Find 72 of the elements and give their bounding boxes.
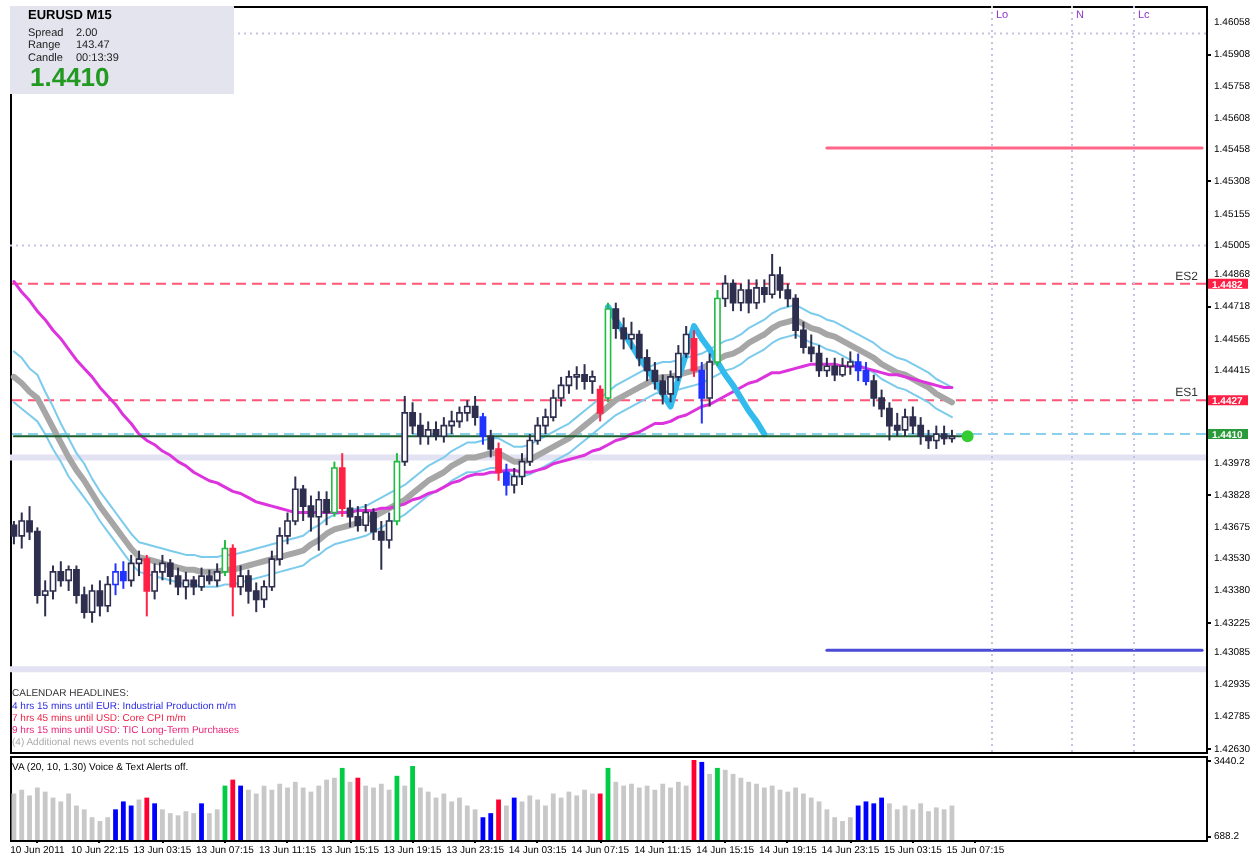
candlestick xyxy=(628,320,635,351)
candlestick xyxy=(245,568,252,605)
candlestick xyxy=(901,407,909,438)
candlestick xyxy=(893,411,901,438)
candlestick xyxy=(760,278,768,304)
candlestick xyxy=(596,384,604,423)
candlestick xyxy=(573,365,581,391)
candlestick xyxy=(909,405,917,436)
candlestick xyxy=(823,356,831,378)
candlestick xyxy=(315,490,323,552)
candlestick xyxy=(479,411,487,446)
candlestick xyxy=(846,350,854,376)
candlestick xyxy=(831,356,839,383)
candlestick xyxy=(49,564,57,601)
candlestick xyxy=(151,562,159,601)
candlestick xyxy=(839,356,846,378)
candlestick xyxy=(96,579,104,618)
candlestick xyxy=(377,519,385,571)
candlestick xyxy=(854,352,862,383)
candlestick xyxy=(354,505,362,533)
candlestick xyxy=(10,519,18,546)
candlestick xyxy=(448,409,456,436)
candlestick xyxy=(88,583,96,624)
candlestick xyxy=(338,452,346,518)
candlestick xyxy=(252,581,260,614)
candlestick xyxy=(190,575,198,597)
candlestick xyxy=(57,560,65,588)
candlestick xyxy=(143,553,151,618)
candlestick xyxy=(870,373,878,408)
candlestick xyxy=(565,369,573,395)
candlestick xyxy=(588,369,596,395)
candlestick xyxy=(776,265,784,300)
candlestick xyxy=(127,553,135,588)
candlestick xyxy=(424,420,432,446)
candlestick xyxy=(229,543,237,618)
candlestick xyxy=(182,570,190,601)
candlestick xyxy=(940,424,948,446)
candlestick xyxy=(362,503,370,533)
candlestick xyxy=(502,462,510,497)
candlestick xyxy=(495,441,502,482)
candlestick xyxy=(729,278,737,313)
candlestick xyxy=(862,361,870,387)
candlestick xyxy=(456,405,463,429)
candlestick xyxy=(698,361,706,425)
candlestick xyxy=(104,575,112,614)
candlestick xyxy=(612,301,620,340)
candlestick xyxy=(237,564,244,597)
candlestick xyxy=(221,539,229,578)
annotation: 1.4410 xyxy=(30,62,110,92)
candlestick xyxy=(346,498,354,529)
candlestick xyxy=(932,424,940,450)
candlestick xyxy=(323,490,330,527)
candlestick xyxy=(487,428,495,459)
line-series xyxy=(605,303,768,438)
candlestick xyxy=(651,361,659,391)
candlestick xyxy=(331,460,338,518)
candlestick xyxy=(581,363,588,391)
candlestick xyxy=(753,278,760,311)
candlestick xyxy=(65,564,73,592)
candlestick xyxy=(307,494,315,533)
candlestick xyxy=(737,282,745,313)
candlestick xyxy=(198,566,205,592)
candlestick xyxy=(135,549,143,578)
candlestick xyxy=(119,560,127,590)
candlestick xyxy=(432,420,440,442)
candlestick xyxy=(440,416,448,444)
candlestick xyxy=(471,394,479,427)
candlestick xyxy=(174,566,182,597)
candlestick xyxy=(745,278,753,315)
candlestick xyxy=(18,511,26,550)
candlestick xyxy=(463,399,471,423)
candlestick xyxy=(768,252,776,300)
